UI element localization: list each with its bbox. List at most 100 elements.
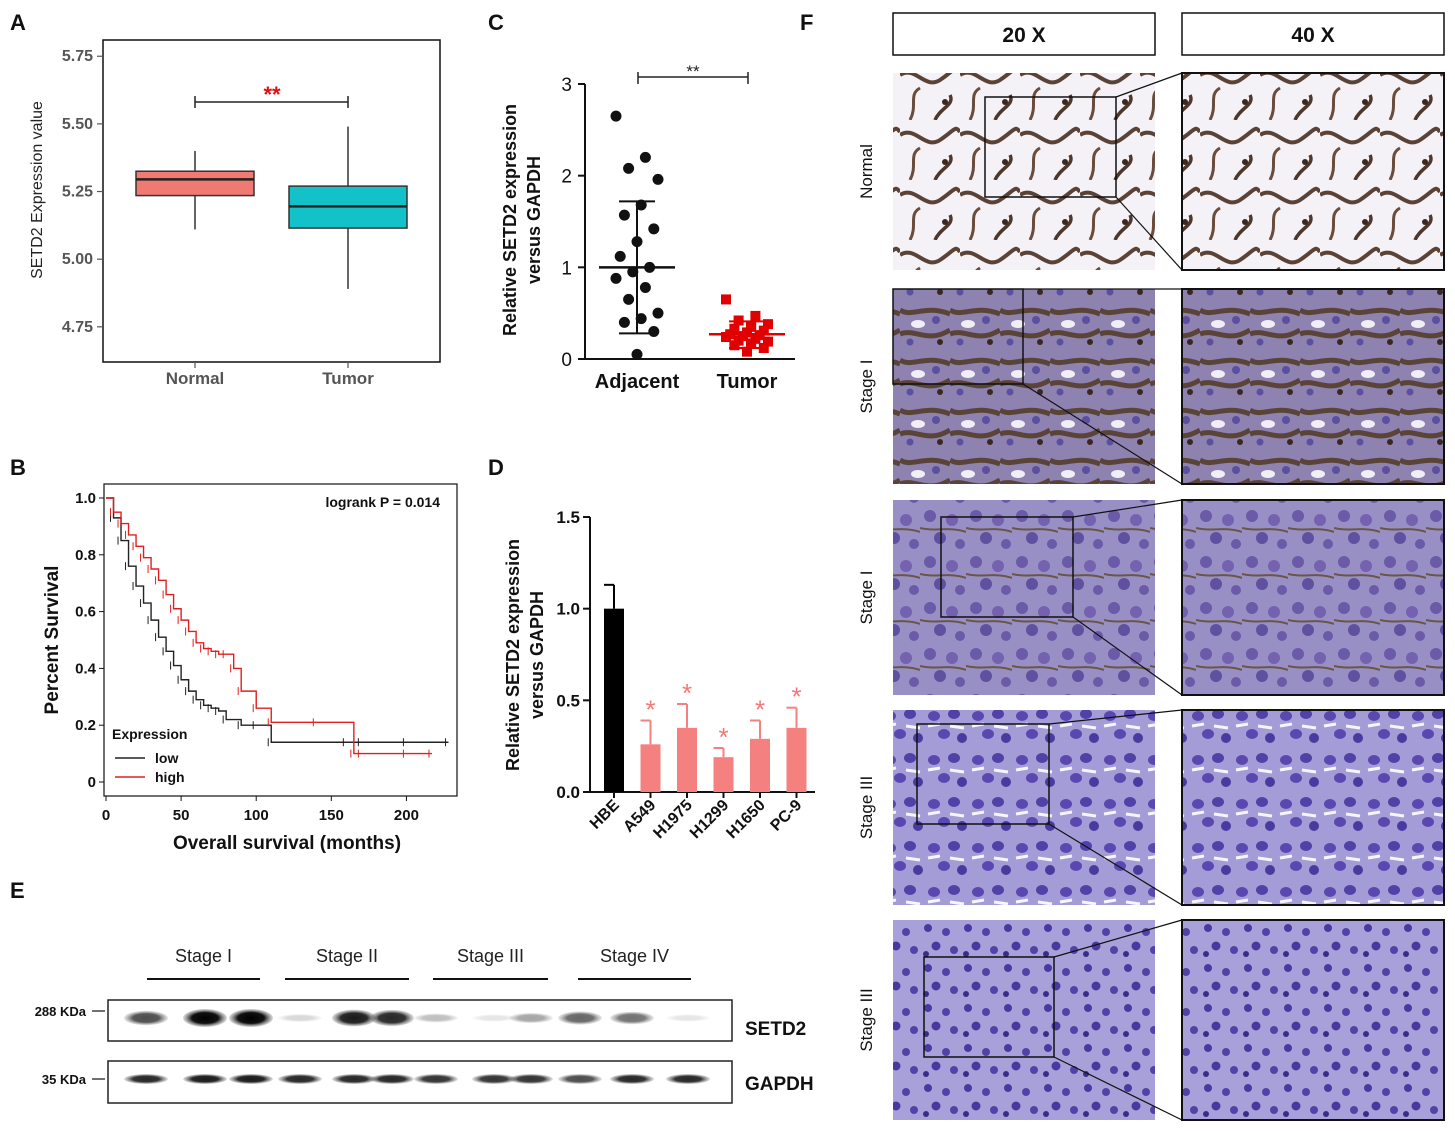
histology-zoom-connector bbox=[1048, 709, 1183, 725]
histology-row-label: Stage III bbox=[857, 988, 876, 1051]
histology-image-20x bbox=[893, 73, 1155, 270]
panel-b-legend-low: low bbox=[155, 750, 178, 766]
header-40x-box bbox=[1181, 12, 1445, 56]
panel-d-y-tick-label: 1.5 bbox=[556, 508, 580, 527]
panel-a-y-tick-label: 5.75 bbox=[62, 48, 93, 65]
panel-d-bar-h1299 bbox=[713, 757, 734, 792]
panel-c-point bbox=[618, 209, 630, 221]
panel-d-axes: 0.0 0.5 1.0 1.5 bbox=[556, 508, 590, 802]
panel-b-frame bbox=[103, 483, 458, 797]
histology-row-label: Stage III bbox=[857, 776, 876, 839]
panel-e-stage-label: Stage II bbox=[316, 946, 378, 966]
panel-c-y-tick-label: 0 bbox=[561, 350, 572, 371]
histology-image-40x bbox=[1181, 288, 1445, 485]
setd2-band bbox=[183, 1009, 227, 1027]
panel-c-point bbox=[648, 326, 660, 337]
histology-row-label: Normal bbox=[857, 144, 876, 199]
panel-c-point bbox=[623, 293, 635, 305]
panel-c-point bbox=[614, 250, 626, 262]
panel-c-point bbox=[729, 323, 740, 334]
panel-d-category-label: H1975 bbox=[650, 797, 695, 842]
panel-label-e: E bbox=[10, 878, 25, 903]
gapdh-band bbox=[558, 1074, 602, 1084]
header-20x: 20 X bbox=[1002, 24, 1045, 47]
panel-e-stage-label: Stage IV bbox=[600, 946, 669, 966]
panel-a-y-tick-label: 4.75 bbox=[62, 319, 93, 336]
histology-image-40x bbox=[1181, 499, 1445, 696]
panel-c-axes: 0 1 2 3 Adjacent Tumor bbox=[561, 75, 777, 393]
panel-d-bar: 0.00.51.01.5 HBEA549*H1975*H1299*H1650*P… bbox=[503, 508, 815, 842]
panel-e-western-blot: Stage I Stage II Stage III Stage IV 288 KDa… bbox=[35, 946, 814, 1104]
panel-b-y-tick-label: 0.4 bbox=[75, 660, 97, 677]
panel-d-significance: * bbox=[791, 682, 801, 712]
histology-row-label: Stage I bbox=[857, 571, 876, 625]
gapdh-band bbox=[509, 1074, 553, 1084]
panel-d-significance: * bbox=[682, 678, 692, 708]
panel-c-point bbox=[746, 321, 757, 332]
gapdh-band bbox=[124, 1074, 168, 1084]
panel-b-x-tick-label: 200 bbox=[394, 807, 419, 824]
setd2-band bbox=[472, 1014, 516, 1022]
setd2-band bbox=[509, 1012, 553, 1024]
panel-d-bar-h1975 bbox=[677, 727, 697, 792]
setd2-band bbox=[610, 1011, 654, 1025]
gapdh-band bbox=[666, 1074, 710, 1084]
panel-d-category-label: H1299 bbox=[687, 797, 732, 842]
panel-b-annotation: logrank P = 0.014 bbox=[325, 494, 440, 510]
setd2-band bbox=[666, 1014, 710, 1022]
histology-zoom-connector bbox=[1053, 1056, 1183, 1121]
panel-b-y-tick-label: 0.6 bbox=[75, 604, 96, 621]
panel-c-point bbox=[631, 348, 643, 360]
setd2-band bbox=[558, 1011, 602, 1025]
panel-d-y-axis-label: Relative SETD2 expression versus GAPDH bbox=[503, 539, 547, 771]
setd2-band bbox=[370, 1009, 414, 1027]
panel-c-point bbox=[639, 282, 651, 293]
panel-b-lines bbox=[106, 497, 449, 758]
marker-288-label: 288 KDa bbox=[35, 1004, 87, 1019]
panel-b-survival: 0 50 100 150 200 0 0.2 0.4 0.6 0.8 1.0 logrank P =… bbox=[42, 483, 458, 854]
panel-c-point bbox=[627, 266, 639, 278]
setd2-band bbox=[332, 1009, 376, 1027]
histology-image-40x bbox=[1181, 709, 1445, 906]
gapdh-band bbox=[370, 1074, 414, 1084]
histology-zoom-connector bbox=[1022, 383, 1183, 485]
panel-a-y-axis-label: SETD2 Expression value bbox=[29, 101, 46, 279]
gapdh-band bbox=[278, 1074, 322, 1084]
panel-d-significance: * bbox=[718, 722, 728, 752]
panel-e-bands bbox=[124, 1009, 710, 1084]
panel-a-boxes bbox=[135, 126, 408, 368]
panel-c-point bbox=[652, 173, 664, 185]
panel-a-y-tick-label: 5.50 bbox=[62, 116, 93, 133]
gapdh-band bbox=[610, 1074, 654, 1084]
panel-c-point bbox=[721, 294, 731, 305]
panel-f-histology: 20 X 40 X Normal Stage I Stage I Stage III S… bbox=[857, 12, 1445, 1121]
panel-a-significance: ** bbox=[263, 82, 281, 107]
panel-c-y-tick-label: 3 bbox=[561, 75, 572, 96]
histology-zoom-box bbox=[916, 723, 1050, 825]
panel-b-y-axis-label: Percent Survival bbox=[42, 566, 63, 715]
panel-b-x-tick-label: 0 bbox=[102, 807, 110, 824]
histology-image-40x bbox=[1181, 919, 1445, 1121]
panel-label-a: A bbox=[10, 10, 26, 35]
panel-b-line-low bbox=[106, 497, 449, 743]
histology-zoom-connector bbox=[1048, 823, 1183, 906]
panel-a-y-ticks: 4.75 5.00 5.25 5.50 5.75 bbox=[62, 48, 103, 336]
panel-d-y-tick-label: 1.0 bbox=[556, 600, 580, 619]
panel-label-c: C bbox=[488, 10, 504, 35]
panel-b-legend-high: high bbox=[155, 769, 185, 785]
histology-image-20x bbox=[893, 289, 1155, 484]
panel-d-bar-hbe bbox=[604, 608, 624, 792]
histology-zoom-connector bbox=[1115, 72, 1183, 98]
panel-c-point bbox=[623, 162, 635, 174]
panel-a-significance-bracket bbox=[194, 96, 349, 108]
histology-zoom-connector bbox=[1072, 499, 1183, 518]
header-20x-box bbox=[892, 12, 1156, 56]
panel-a-categories: Normal Tumor bbox=[166, 369, 374, 388]
panel-b-axes: 0 50 100 150 200 0 0.2 0.4 0.6 0.8 1.0 bbox=[75, 490, 419, 824]
panel-b-y-tick-label: 0 bbox=[88, 774, 96, 791]
histology-image-20x bbox=[893, 500, 1155, 695]
gapdh-protein-label: GAPDH bbox=[745, 1074, 814, 1095]
panel-a-category-label: Normal bbox=[166, 369, 225, 388]
